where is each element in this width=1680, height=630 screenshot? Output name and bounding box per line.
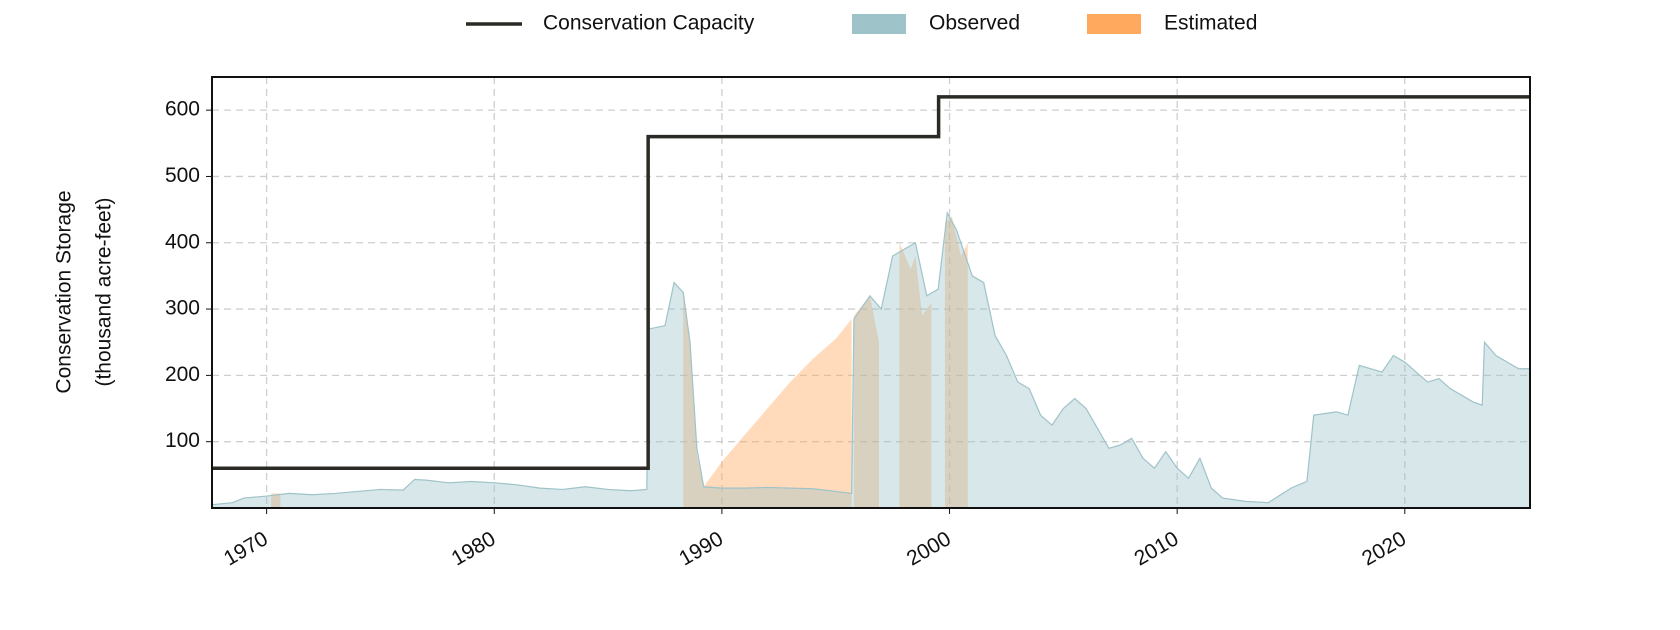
y-tick-label: 300 [165, 297, 200, 320]
y-tick-label: 200 [165, 363, 200, 386]
area [271, 216, 968, 508]
x-tick-label: 1990 [675, 527, 727, 570]
y-tick-label: 600 [165, 98, 200, 121]
legend-swatch [852, 14, 906, 34]
plot-frame [211, 76, 1531, 509]
y-axis-label-line: Conservation Storage [53, 190, 76, 393]
x-tick-label: 2010 [1130, 527, 1182, 570]
x-tick-label: 2000 [903, 527, 955, 570]
y-tick-label: 500 [165, 164, 200, 187]
y-tick-label: 100 [165, 429, 200, 452]
y-tick-label: 400 [165, 230, 200, 253]
legend-swatch [1087, 14, 1141, 34]
legend-label: Estimated [1164, 12, 1257, 35]
legend-label: Conservation Capacity [543, 12, 755, 35]
x-tick-label: 2020 [1358, 527, 1410, 570]
x-tick-label: 1970 [220, 527, 272, 570]
area [212, 211, 1530, 508]
y-axis-label: Conservation Storage (thousand acre-feet… [53, 190, 116, 393]
y-axis-label-line: (thousand acre-feet) [93, 197, 116, 386]
legend-label: Observed [929, 12, 1020, 35]
x-tick-label: 1980 [448, 527, 500, 570]
line [212, 95, 1530, 470]
